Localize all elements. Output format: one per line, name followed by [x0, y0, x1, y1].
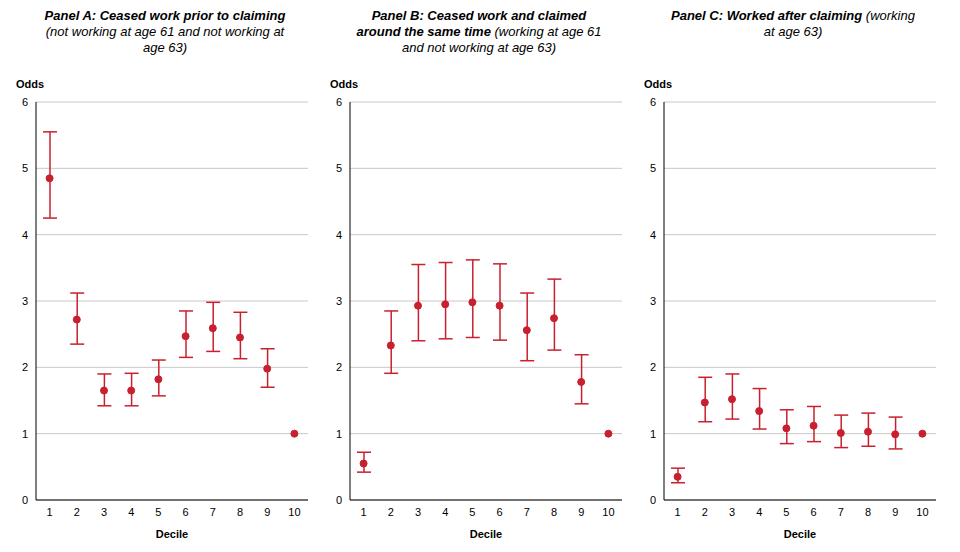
- svg-text:10: 10: [288, 506, 300, 518]
- html-text:(not working at age 61 and not: (not working at age 61 and not working a…: [45, 24, 285, 55]
- svg-text:9: 9: [892, 506, 898, 518]
- svg-text:1: 1: [336, 428, 342, 440]
- svg-text:7: 7: [524, 506, 530, 518]
- svg-text:9: 9: [264, 506, 270, 518]
- svg-text:6: 6: [497, 506, 503, 518]
- svg-text:3: 3: [650, 295, 656, 307]
- svg-text:9: 9: [578, 506, 584, 518]
- svg-text:8: 8: [237, 506, 243, 518]
- svg-text:2: 2: [702, 506, 708, 518]
- html-text:Panel C: Worked after claiming: Panel C: Worked after claiming (working …: [671, 8, 915, 39]
- html-text:Panel B: Ceased work and claim: Panel B: Ceased work and claimed around …: [356, 8, 602, 55]
- svg-text:4: 4: [756, 506, 762, 518]
- html-text:Panel A: Ceased work prior to: Panel A: Ceased work prior to claiming: [44, 8, 286, 23]
- svg-text:7: 7: [838, 506, 844, 518]
- svg-text:5: 5: [155, 506, 161, 518]
- svg-text:4: 4: [128, 506, 134, 518]
- html-text:Odds: Odds: [330, 78, 359, 90]
- svg-text:4: 4: [442, 506, 448, 518]
- svg-text:3: 3: [415, 506, 421, 518]
- svg-text:4: 4: [22, 229, 28, 241]
- svg-text:3: 3: [729, 506, 735, 518]
- svg-text:10: 10: [602, 506, 614, 518]
- svg-text:6: 6: [650, 96, 656, 108]
- svg-text:3: 3: [22, 295, 28, 307]
- svg-text:2: 2: [336, 361, 342, 373]
- svg-text:5: 5: [22, 162, 28, 174]
- svg-text:6: 6: [183, 506, 189, 518]
- svg-text:8: 8: [551, 506, 557, 518]
- svg-text:Decile: Decile: [156, 528, 188, 540]
- svg-text:5: 5: [336, 162, 342, 174]
- svg-text:2: 2: [74, 506, 80, 518]
- svg-text:6: 6: [336, 96, 342, 108]
- svg-text:0: 0: [336, 494, 342, 506]
- svg-text:1: 1: [47, 506, 53, 518]
- svg-text:1: 1: [675, 506, 681, 518]
- svg-text:10: 10: [916, 506, 928, 518]
- html-text:Odds: Odds: [16, 78, 45, 90]
- svg-text:6: 6: [22, 96, 28, 108]
- svg-text:4: 4: [336, 229, 342, 241]
- svg-text:6: 6: [811, 506, 817, 518]
- svg-text:3: 3: [336, 295, 342, 307]
- svg-text:5: 5: [783, 506, 789, 518]
- svg-text:8: 8: [865, 506, 871, 518]
- svg-text:1: 1: [22, 428, 28, 440]
- svg-text:2: 2: [650, 361, 656, 373]
- html-text:Odds: Odds: [644, 78, 673, 90]
- svg-text:Decile: Decile: [784, 528, 816, 540]
- svg-text:4: 4: [650, 229, 656, 241]
- svg-text:1: 1: [650, 428, 656, 440]
- svg-text:5: 5: [650, 162, 656, 174]
- svg-text:0: 0: [650, 494, 656, 506]
- svg-text:5: 5: [469, 506, 475, 518]
- svg-text:0: 0: [22, 494, 28, 506]
- svg-text:2: 2: [22, 361, 28, 373]
- svg-text:7: 7: [210, 506, 216, 518]
- svg-text:3: 3: [101, 506, 107, 518]
- svg-text:2: 2: [388, 506, 394, 518]
- svg-text:Decile: Decile: [470, 528, 502, 540]
- svg-text:1: 1: [361, 506, 367, 518]
